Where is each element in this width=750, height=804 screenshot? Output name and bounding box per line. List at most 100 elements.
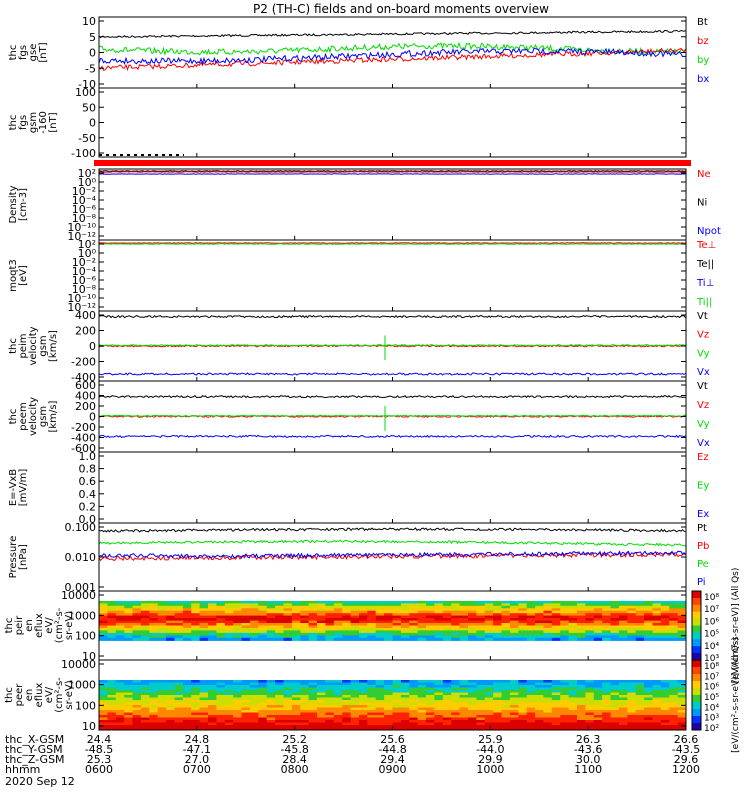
spectrogram-cell <box>434 638 443 641</box>
spectrogram-cell <box>216 638 225 641</box>
colorbar-tick-label: 10⁷ <box>704 605 719 615</box>
spectrogram-cell <box>510 638 519 641</box>
colorbar-cell <box>692 626 701 633</box>
spectrogram-cell <box>535 638 544 641</box>
y-axis-label: [cm-3] <box>18 188 29 221</box>
plot-title: P2 (TH-C) fields and on-board moments ov… <box>253 2 549 16</box>
y-tick-label: 0.8 <box>79 463 97 476</box>
spectrogram-cell <box>267 638 276 641</box>
spectrogram-cell <box>619 638 628 641</box>
y-tick-label: 400 <box>75 309 96 322</box>
legend-Ti||: Ti|| <box>696 297 712 308</box>
spectrogram-cell <box>158 638 167 641</box>
density-band <box>94 160 691 166</box>
spectrogram-cell <box>133 638 142 641</box>
ephemeris-value: 1000 <box>476 763 504 776</box>
spectrogram-cell <box>250 638 259 641</box>
legend-bx: bx <box>697 74 709 85</box>
y-tick-label: 0.010 <box>65 551 97 564</box>
ephemeris-value: 0600 <box>85 763 113 776</box>
colorbar-tick-label: 10⁶ <box>704 617 719 627</box>
legend-Ey: Ey <box>697 481 709 492</box>
ephemeris-value: 1200 <box>672 763 700 776</box>
spectrogram-cell <box>577 638 586 641</box>
panel-frame <box>99 88 686 157</box>
legend-Bt: Bt <box>697 17 708 28</box>
spectrogram-cell <box>493 638 502 641</box>
colorbar-cell <box>692 660 701 668</box>
spectrogram-cell <box>284 638 293 641</box>
legend-Npot: Npot <box>697 226 721 237</box>
spectrogram-cell <box>258 638 267 641</box>
legend-Vt: Vt <box>697 381 708 392</box>
ne-trace <box>99 172 686 173</box>
spectrogram-cell <box>460 638 469 641</box>
panel-traces <box>99 601 687 641</box>
legend-Ex: Ex <box>697 509 709 520</box>
y-tick-label: 10 <box>82 720 96 733</box>
spectrogram-cell <box>300 638 309 641</box>
ephemeris-value: 0700 <box>183 763 211 776</box>
colorbar-cell <box>692 674 701 682</box>
te-perp-trace <box>99 243 686 244</box>
spectrogram-cell <box>200 638 209 641</box>
spectrogram-cell <box>409 638 418 641</box>
colorbar-cell <box>692 591 701 598</box>
legend-Vz: Vz <box>697 400 709 411</box>
colorbar-cell <box>692 653 701 660</box>
colorbar-cell <box>692 639 701 646</box>
y-axis-label: [km/s] <box>48 330 59 362</box>
ti-par-trace <box>99 244 686 245</box>
colorbar-cell <box>692 681 701 689</box>
spectrogram-cell <box>627 638 636 641</box>
spectrogram-cell <box>208 638 217 641</box>
spectrogram-cell <box>275 638 284 641</box>
spectrogram-cell <box>485 638 494 641</box>
spectrogram-cell <box>543 638 552 641</box>
colorbar-label: [eV/(cm²-s-sr-eV)] (All Qs) <box>731 637 741 753</box>
spectrogram-cell <box>233 638 242 641</box>
panel-frame <box>99 452 686 523</box>
spectrogram-cell <box>384 638 393 641</box>
y-tick-label: 200 <box>75 325 96 338</box>
panel-frame <box>99 169 686 240</box>
colorbar-cell <box>692 695 701 703</box>
colorbar-tick-label: 10⁷ <box>704 672 719 682</box>
spectrogram-cell <box>376 638 385 641</box>
legend-Vy: Vy <box>697 419 710 430</box>
spectrogram-cell <box>191 638 200 641</box>
pb-trace <box>99 552 686 560</box>
bx-trace <box>99 48 686 64</box>
y-axis-label: [eV] <box>18 265 29 286</box>
spectrogram-cell <box>611 638 620 641</box>
spectrogram-cell <box>527 638 536 641</box>
plot-date: 2020 Sep 12 <box>5 775 75 788</box>
colorbar-tick-label: 10⁵ <box>704 630 719 640</box>
panel-4: 10²10⁰10⁻²10⁻⁴10⁻⁶10⁻⁸10⁻¹⁰10⁻¹²moqt3[eV… <box>8 238 716 314</box>
legend-Vx: Vx <box>697 438 710 449</box>
spectrogram-cell <box>451 638 460 641</box>
ni-trace <box>99 171 686 172</box>
spectrogram-cell <box>342 638 351 641</box>
colorbar-tick-label: 10⁴ <box>704 642 719 652</box>
spectrogram-cell <box>585 638 594 641</box>
colorbar-tick-label: 10⁵ <box>704 693 719 703</box>
colorbar-cell <box>692 716 701 724</box>
colorbar-cell <box>692 619 701 626</box>
colorbar-cell <box>692 646 701 653</box>
spectrogram-cell <box>552 638 561 641</box>
spectrogram-cell <box>602 638 611 641</box>
legend-Pi: Pi <box>697 577 706 588</box>
spectrogram-cell <box>502 638 511 641</box>
legend-Ez: Ez <box>697 452 709 463</box>
legend-bz: bz <box>697 36 709 47</box>
y-tick-label: 1.0 <box>79 450 97 463</box>
legend-Pe: Pe <box>697 559 709 570</box>
legend-Ni: Ni <box>697 198 707 209</box>
y-axis-label: [nT] <box>38 42 49 62</box>
